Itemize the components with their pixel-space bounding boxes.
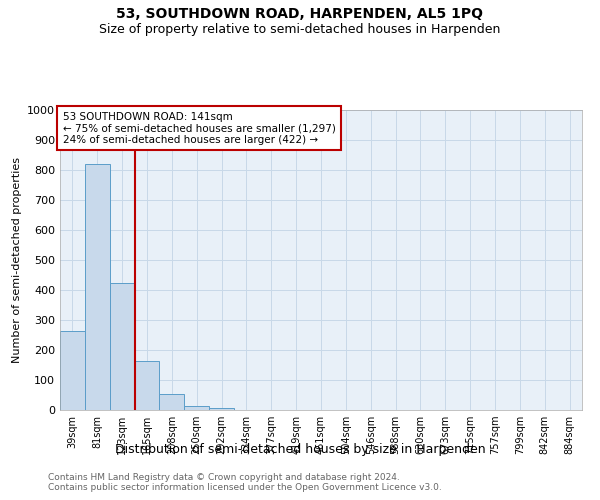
Text: 53, SOUTHDOWN ROAD, HARPENDEN, AL5 1PQ: 53, SOUTHDOWN ROAD, HARPENDEN, AL5 1PQ — [116, 8, 484, 22]
Text: Distribution of semi-detached houses by size in Harpenden: Distribution of semi-detached houses by … — [115, 442, 485, 456]
Bar — [184, 406, 209, 410]
Text: 53 SOUTHDOWN ROAD: 141sqm
← 75% of semi-detached houses are smaller (1,297)
24% : 53 SOUTHDOWN ROAD: 141sqm ← 75% of semi-… — [62, 112, 335, 144]
Text: Contains HM Land Registry data © Crown copyright and database right 2024.: Contains HM Land Registry data © Crown c… — [48, 474, 400, 482]
Bar — [160, 394, 184, 410]
Text: Contains public sector information licensed under the Open Government Licence v3: Contains public sector information licen… — [48, 484, 442, 492]
Text: Size of property relative to semi-detached houses in Harpenden: Size of property relative to semi-detach… — [100, 22, 500, 36]
Bar — [209, 408, 234, 410]
Bar — [85, 164, 110, 410]
Y-axis label: Number of semi-detached properties: Number of semi-detached properties — [11, 157, 22, 363]
Bar — [110, 283, 134, 410]
Bar — [134, 361, 160, 410]
Bar — [60, 330, 85, 410]
